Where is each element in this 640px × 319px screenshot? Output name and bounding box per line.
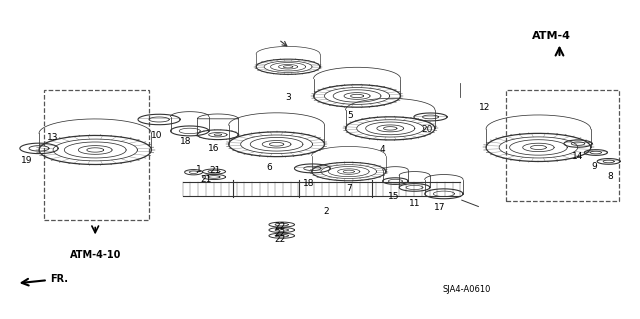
Text: 19: 19 bbox=[20, 156, 32, 165]
Text: 3: 3 bbox=[285, 93, 291, 102]
Bar bbox=[44, 90, 149, 220]
Text: 9: 9 bbox=[592, 162, 598, 171]
Text: 18: 18 bbox=[303, 179, 315, 188]
Text: 8: 8 bbox=[608, 172, 614, 181]
Text: 13: 13 bbox=[47, 133, 59, 142]
Text: ATM-4-10: ATM-4-10 bbox=[70, 250, 121, 260]
Text: 11: 11 bbox=[409, 199, 420, 208]
Text: 4: 4 bbox=[380, 145, 385, 154]
Text: FR.: FR. bbox=[22, 274, 68, 286]
Text: 22: 22 bbox=[275, 235, 286, 244]
Text: 21: 21 bbox=[209, 166, 221, 175]
Text: 18: 18 bbox=[180, 137, 191, 145]
Text: 2: 2 bbox=[324, 207, 329, 216]
Text: 6: 6 bbox=[266, 163, 272, 172]
Text: 7: 7 bbox=[346, 184, 351, 193]
Bar bbox=[506, 90, 619, 201]
Text: 15: 15 bbox=[388, 191, 400, 201]
Text: 12: 12 bbox=[479, 103, 490, 112]
Text: 17: 17 bbox=[435, 203, 446, 212]
Text: 20: 20 bbox=[422, 125, 433, 134]
Text: 10: 10 bbox=[152, 131, 163, 140]
Text: SJA4-A0610: SJA4-A0610 bbox=[443, 285, 491, 293]
Text: 22: 22 bbox=[275, 229, 286, 238]
Text: 16: 16 bbox=[208, 144, 220, 153]
Text: 21: 21 bbox=[200, 175, 212, 184]
Text: 22: 22 bbox=[275, 222, 286, 231]
Text: 1: 1 bbox=[196, 165, 202, 174]
Text: ATM-4: ATM-4 bbox=[532, 31, 571, 41]
Text: 14: 14 bbox=[572, 152, 583, 161]
Text: 5: 5 bbox=[348, 111, 353, 120]
